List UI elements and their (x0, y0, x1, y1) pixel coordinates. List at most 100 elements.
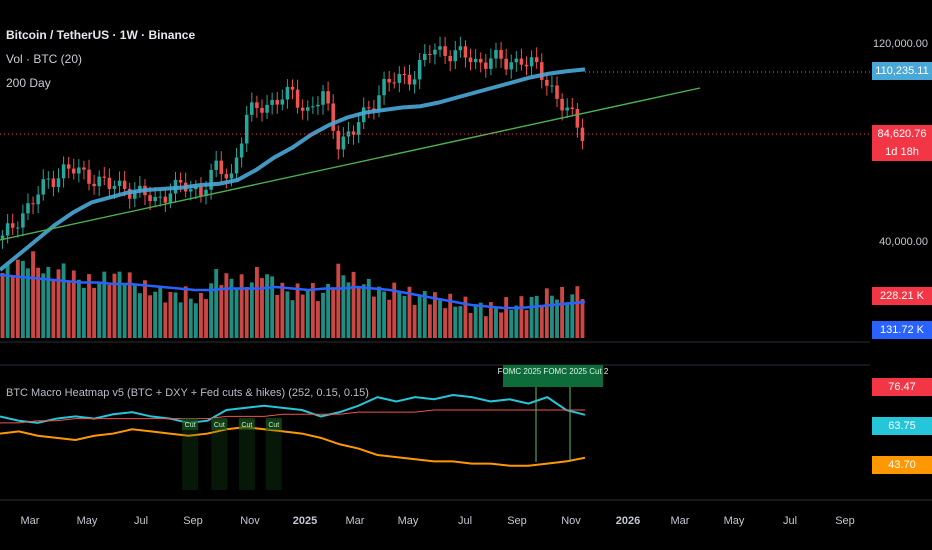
candle-body (351, 131, 356, 135)
volume-bar (239, 274, 244, 338)
volume-bar (107, 284, 112, 338)
volume-bar (326, 283, 331, 338)
candle-body (580, 127, 585, 141)
volume-bar (234, 288, 239, 338)
volume-bar (519, 296, 524, 338)
candle-body (356, 122, 361, 135)
volume-bar (565, 302, 570, 338)
event-band (265, 420, 282, 490)
candle-body (56, 178, 61, 188)
volume-bar (168, 291, 173, 338)
volume-bar (433, 292, 437, 338)
volume-bar (310, 283, 315, 338)
volume-bar (331, 287, 336, 338)
candle-body (229, 173, 234, 179)
volume-bar (336, 263, 341, 338)
candle-body (539, 62, 544, 80)
volume-bar (514, 305, 519, 338)
candle-body (377, 95, 381, 111)
candle-body (550, 85, 554, 87)
candle-body (575, 109, 580, 128)
volume-ma-line (0, 273, 586, 310)
volume-bar (356, 287, 361, 338)
indicator-legend[interactable]: BTC Macro Heatmap v5 (BTC + DXY + Fed cu… (6, 387, 369, 399)
time-axis-label: Mar (671, 515, 690, 527)
volume-bar (539, 305, 544, 338)
volume-ma-tag: 131.72 K (872, 321, 932, 339)
time-axis-label: Jul (783, 515, 797, 527)
volume-bar (224, 273, 229, 338)
event-band (211, 420, 228, 490)
candle-body (244, 114, 249, 144)
ma-price-tag: 110,235.11 (872, 62, 932, 80)
volume-bar (244, 287, 249, 338)
candle-body (509, 62, 514, 70)
symbol-title[interactable]: Bitcoin / TetherUS · 1W · Binance (6, 28, 196, 42)
candle-body (41, 179, 46, 195)
time-axis-label: May (77, 515, 98, 527)
ma-line (0, 67, 586, 272)
candle-body (341, 136, 346, 150)
candle-body (519, 58, 524, 65)
volume-bar (366, 278, 371, 338)
candle-body (484, 62, 488, 69)
volume-bar (371, 296, 376, 338)
candle-body (250, 102, 254, 115)
volume-bar (117, 271, 122, 338)
candle-body (463, 46, 468, 58)
candle-body (158, 196, 163, 198)
time-axis-label: Jul (134, 515, 148, 527)
candle-body (305, 107, 310, 111)
volume-bar (229, 278, 234, 338)
volume-bar (529, 296, 534, 338)
indicator-value-3: 43.70 (872, 456, 932, 474)
volume-bar (285, 291, 290, 338)
volume-bar (555, 299, 559, 338)
volume-bar (570, 294, 575, 338)
volume-bar (295, 283, 300, 338)
last-price-tag: 84,620.76 (872, 125, 932, 143)
indicator-value-1: 76.47 (872, 378, 932, 396)
candle-body (387, 78, 391, 83)
event-badge (265, 418, 282, 430)
event-band (238, 420, 255, 490)
volume-bar (199, 292, 203, 338)
volume-legend[interactable]: Vol · BTC (20) (6, 52, 83, 66)
volume-bar (438, 298, 442, 338)
volume-bar (351, 271, 356, 338)
volume-bar (407, 286, 412, 338)
ma-legend[interactable]: 200 Day (6, 76, 51, 90)
candle-body (443, 46, 447, 56)
bar-countdown-tag: 1d 18h (872, 143, 932, 161)
candle-body (153, 196, 157, 202)
candle-body (417, 59, 422, 80)
candle-body (382, 78, 386, 96)
volume-bar (26, 268, 30, 338)
candle-body (168, 193, 173, 203)
candle-body (422, 53, 427, 60)
time-axis-label: Jul (458, 515, 472, 527)
volume-bar (112, 273, 117, 338)
volume-bar (254, 267, 259, 338)
volume-bar (494, 307, 498, 338)
volume-bar (204, 299, 208, 338)
candle-body (26, 203, 30, 214)
volume-bar (158, 285, 163, 338)
candle-body (0, 235, 5, 239)
volume-bar (463, 296, 468, 338)
trendline-200day (0, 87, 701, 241)
volume-bar (127, 272, 132, 338)
volume-bar (0, 272, 5, 338)
time-axis-label: May (724, 515, 745, 527)
volume-bar (488, 302, 493, 338)
volume-bar (163, 302, 168, 338)
volume-bar (51, 280, 56, 338)
volume-bar (76, 279, 81, 338)
volume-bar (280, 282, 285, 338)
candle-body (560, 98, 564, 111)
candle-body (46, 178, 51, 180)
time-axis-label: Sep (507, 515, 527, 527)
volume-bar (443, 308, 448, 338)
candle-body (36, 194, 40, 205)
